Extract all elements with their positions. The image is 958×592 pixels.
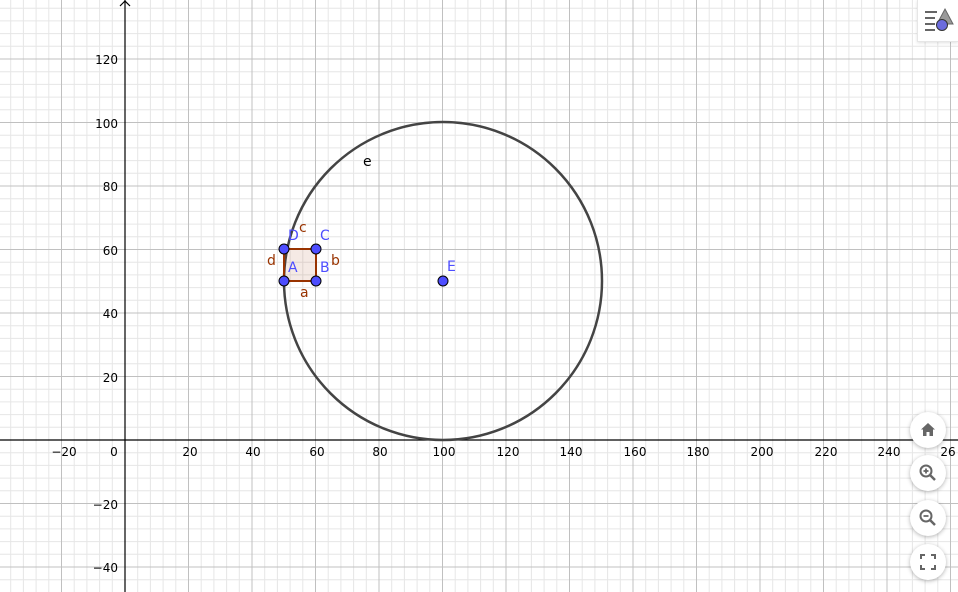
point-b-label: B: [320, 260, 330, 276]
x-tick-label: 60: [309, 445, 324, 459]
x-tick-label: 220: [815, 445, 838, 459]
x-tick-label: 160: [624, 445, 647, 459]
segment-d-label: d: [267, 253, 276, 269]
algebra-style-icon: [925, 7, 954, 31]
fullscreen-button[interactable]: [910, 544, 946, 580]
zoom-in-button[interactable]: [910, 455, 946, 491]
y-tick-label: 120: [95, 53, 118, 67]
home-button[interactable]: [910, 412, 946, 448]
point-b[interactable]: [310, 275, 322, 287]
x-tick-label: 40: [245, 445, 260, 459]
y-tick-label: 20: [103, 371, 118, 385]
style-bar-toggle-button[interactable]: [917, 0, 958, 42]
y-tick-label: 60: [103, 244, 118, 258]
tick-labels: −20 0 20 40 60 80 100 120 140 160 180 20…: [51, 53, 955, 575]
x-tick-label: 80: [372, 445, 387, 459]
x-tick-label: 20: [182, 445, 197, 459]
y-tick-label: 80: [103, 180, 118, 194]
point-c-label: C: [320, 228, 330, 244]
zoom-in-icon: [919, 464, 936, 481]
y-axis-arrow: [119, 0, 126, 7]
circle-e-label: e: [363, 154, 372, 170]
x-tick-label: 180: [687, 445, 710, 459]
x-tick-label: 100: [433, 445, 456, 459]
y-tick-label: −40: [93, 561, 118, 575]
zoom-out-button[interactable]: [910, 500, 946, 536]
x-tick-label: 140: [560, 445, 583, 459]
x-tick-label: 0: [110, 445, 118, 459]
polygon-abcd[interactable]: [284, 249, 316, 281]
point-c[interactable]: [310, 243, 322, 255]
segment-c-label: c: [299, 220, 307, 236]
points: [278, 243, 449, 287]
segment-a-label: a: [300, 285, 309, 301]
y-tick-label: −20: [93, 498, 118, 512]
x-tick-label: 120: [497, 445, 520, 459]
y-tick-label: 100: [95, 117, 118, 131]
point-d-label: D: [288, 228, 299, 244]
point-e-label: E: [447, 259, 456, 275]
segment-b-label: b: [331, 253, 340, 269]
point-d[interactable]: [278, 243, 290, 255]
y-axis-arrow: [124, 0, 131, 7]
x-tick-label: 26: [940, 445, 955, 459]
home-icon: [921, 423, 935, 436]
point-e[interactable]: [437, 275, 449, 287]
x-tick-label: 200: [751, 445, 774, 459]
point-a-label: A: [288, 260, 298, 276]
x-tick-label: 240: [878, 445, 901, 459]
fullscreen-icon: [920, 554, 936, 570]
zoom-out-icon: [919, 509, 936, 526]
y-tick-label: 40: [103, 307, 118, 321]
point-a[interactable]: [278, 275, 290, 287]
x-tick-label: −20: [51, 445, 76, 459]
